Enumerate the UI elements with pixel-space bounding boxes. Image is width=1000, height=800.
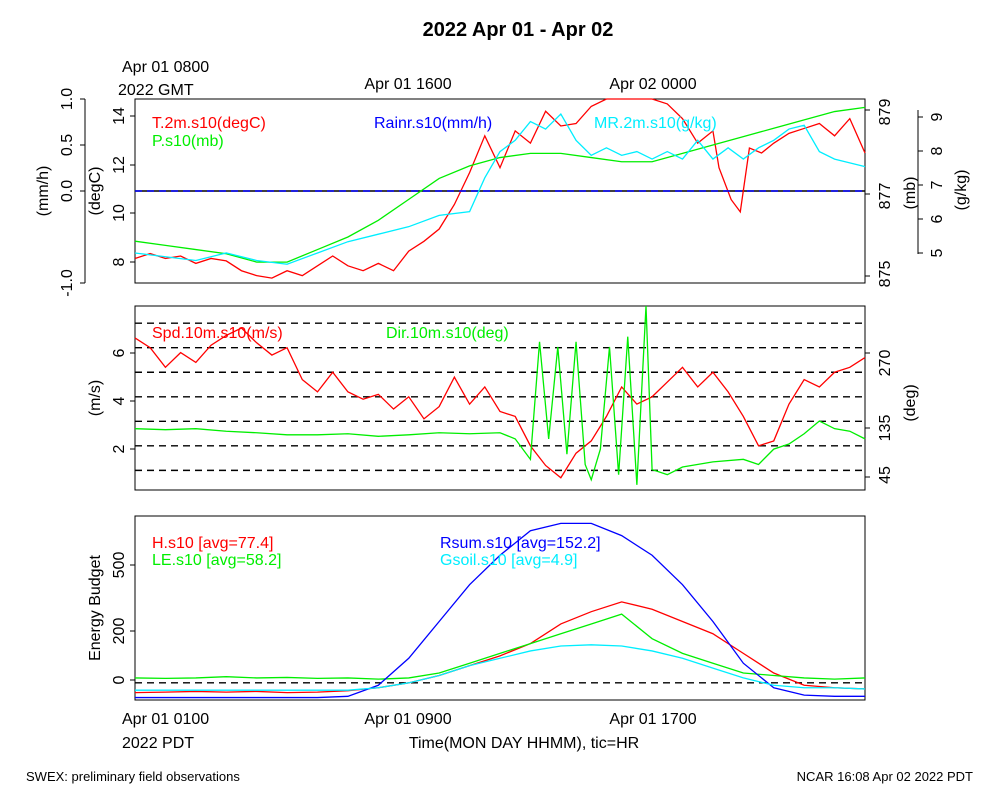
top-time-first: Apr 01 0800 <box>122 59 209 76</box>
bottom-time-2: Apr 01 0900 <box>364 711 451 728</box>
dir-tick-label: 270 <box>877 350 894 377</box>
legend-soil-heat: Gsoil.s10 [avg=4.9] <box>440 552 577 569</box>
dir-axis-label: (deg) <box>902 384 919 421</box>
x-axis-label: Time(MON DAY HHMM), tic=HR <box>409 735 639 752</box>
footer-left: SWEX: preliminary field observations <box>26 769 240 784</box>
chart-title: 2022 Apr 01 - Apr 02 <box>423 19 614 41</box>
mr-tick-label: 8 <box>929 146 946 155</box>
legend-sensible-heat: H.s10 [avg=77.4] <box>152 535 273 552</box>
series-line-wind-direction <box>134 305 866 485</box>
series-line-wind-speed <box>134 327 866 479</box>
temp-tick-label: 12 <box>111 156 128 174</box>
rain-tick-label: -1.0 <box>59 269 76 297</box>
series-line-temperature <box>134 98 866 279</box>
pressure-axis-label: (mb) <box>902 177 919 210</box>
series-line-soil-heat <box>135 644 866 691</box>
mr-tick-label: 7 <box>929 180 946 189</box>
top-panel-series <box>134 98 866 279</box>
footer-right: NCAR 16:08 Apr 02 2022 PDT <box>797 769 973 784</box>
pressure-tick-label: 877 <box>877 183 894 210</box>
energy-tick-label: 0 <box>111 675 128 684</box>
legend-rain-rate: Rainr.s10(mm/h) <box>374 115 492 132</box>
legend-radiation-sum: Rsum.s10 [avg=152.2] <box>440 535 601 552</box>
top-time-2: Apr 01 1600 <box>364 76 451 93</box>
middle-panel-gridlines <box>135 322 865 472</box>
legend-latent-heat: LE.s10 [avg=58.2] <box>152 552 281 569</box>
mr-tick-label: 6 <box>929 214 946 223</box>
legend-wind-speed: Spd.10m.s10(m/s) <box>152 325 283 342</box>
rain-axis-label: (mm/h) <box>35 166 52 217</box>
bottom-panel-series <box>134 522 866 699</box>
bottom-panel-frame <box>134 515 866 701</box>
pressure-tick-label: 875 <box>877 261 894 288</box>
rain-tick-label: 0.0 <box>59 180 76 202</box>
top-time-3: Apr 02 0000 <box>609 76 696 93</box>
speed-tick-label: 4 <box>111 396 128 405</box>
middle-panel-frame <box>134 305 866 491</box>
rain-tick-label: 0.5 <box>59 134 76 156</box>
energy-tick-label: 200 <box>111 618 128 645</box>
legend-wind-direction: Dir.10m.s10(deg) <box>386 325 509 342</box>
speed-axis-label: (m/s) <box>87 380 104 416</box>
mr-axis-label: (g/kg) <box>953 170 970 211</box>
series-line-latent-heat <box>134 613 866 680</box>
series-line-mixing-ratio <box>134 112 866 265</box>
speed-tick-label: 6 <box>111 348 128 357</box>
rain-tick-label: 1.0 <box>59 88 76 110</box>
top-time-year: 2022 GMT <box>118 82 194 99</box>
mr-tick-label: 9 <box>929 112 946 121</box>
series-line-pressure <box>134 106 866 263</box>
energy-tick-label: 500 <box>111 552 128 579</box>
series-line-sensible-heat <box>134 601 866 694</box>
speed-tick-label: 2 <box>111 444 128 453</box>
temp-tick-label: 8 <box>111 257 128 266</box>
middle-panel-series <box>134 305 866 485</box>
legend-mixing-ratio: MR.2m.s10(g/kg) <box>594 115 717 132</box>
mr-tick-label: 5 <box>929 248 946 257</box>
dir-tick-label: 135 <box>877 415 894 442</box>
bottom-time-year: 2022 PDT <box>122 735 194 752</box>
legend-temperature: T.2m.s10(degC) <box>152 115 266 132</box>
bottom-time-3: Apr 01 1700 <box>609 711 696 728</box>
temp-axis-label: (degC) <box>87 167 104 216</box>
pressure-tick-label: 879 <box>877 99 894 126</box>
bottom-time-first: Apr 01 0100 <box>122 711 209 728</box>
series-line-radiation-sum <box>135 522 865 699</box>
energy-axis-label: Energy Budget <box>87 555 104 661</box>
temp-tick-label: 10 <box>111 204 128 222</box>
dir-tick-label: 45 <box>877 466 894 484</box>
legend-pressure: P.s10(mb) <box>152 133 224 150</box>
temp-tick-label: 14 <box>111 107 128 125</box>
